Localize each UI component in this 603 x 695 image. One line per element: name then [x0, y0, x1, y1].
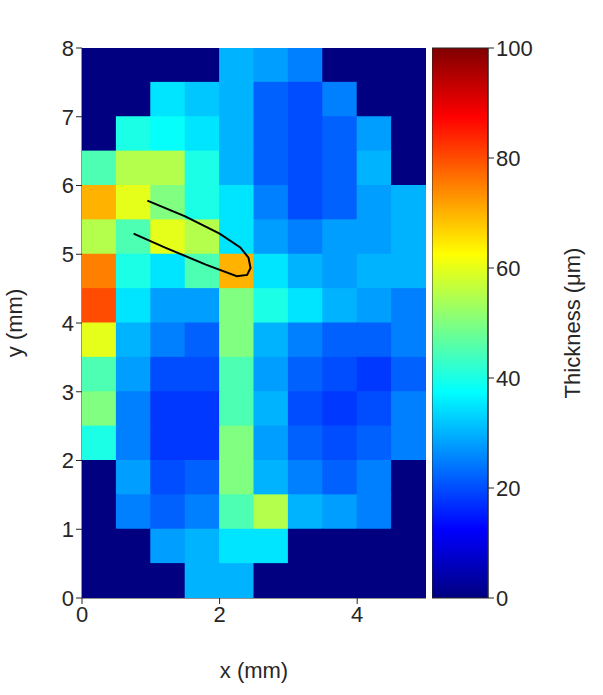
- svg-text:4: 4: [62, 311, 74, 336]
- svg-text:40: 40: [496, 366, 520, 391]
- svg-text:5: 5: [62, 242, 74, 267]
- svg-text:0: 0: [62, 586, 74, 611]
- svg-text:4: 4: [351, 602, 363, 627]
- svg-text:Thickness (μm): Thickness (μm): [560, 248, 585, 399]
- svg-text:y (mm): y (mm): [2, 289, 27, 357]
- svg-text:x (mm): x (mm): [220, 658, 288, 683]
- svg-text:1: 1: [62, 517, 74, 542]
- svg-text:0: 0: [496, 586, 508, 611]
- svg-text:2: 2: [213, 602, 225, 627]
- svg-text:60: 60: [496, 256, 520, 281]
- svg-text:0: 0: [76, 602, 88, 627]
- svg-text:100: 100: [496, 36, 533, 61]
- svg-text:6: 6: [62, 173, 74, 198]
- svg-text:20: 20: [496, 476, 520, 501]
- svg-text:8: 8: [62, 36, 74, 61]
- svg-text:80: 80: [496, 146, 520, 171]
- svg-text:3: 3: [62, 380, 74, 405]
- svg-text:7: 7: [62, 105, 74, 130]
- svg-text:2: 2: [62, 448, 74, 473]
